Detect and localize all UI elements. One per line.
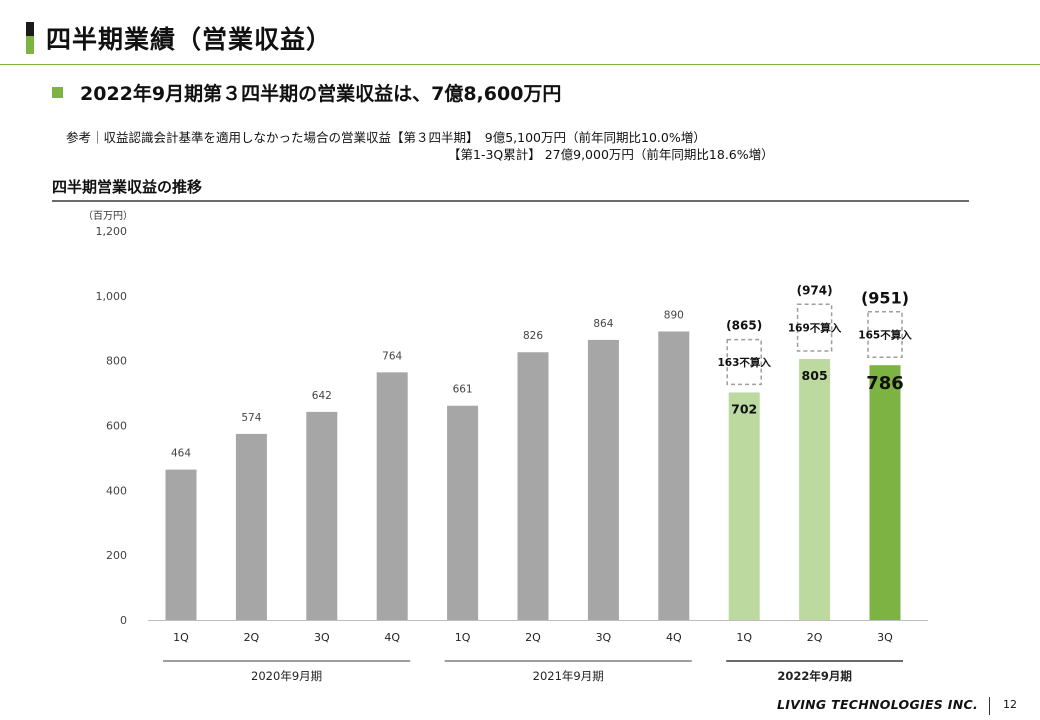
page-title: 四半期業績（営業収益）: [46, 25, 333, 54]
company-logo: LIVING TECHNOLOGIES INC.: [777, 697, 978, 712]
x-tick-label: 3Q: [877, 631, 893, 644]
total-label: (865): [726, 319, 762, 333]
y-tick-label: 800: [106, 355, 127, 368]
data-label: 642: [312, 390, 332, 402]
y-tick-label: 200: [106, 549, 127, 562]
square-bullet-icon: [52, 87, 63, 98]
y-tick-label: 400: [106, 484, 127, 497]
data-label: 864: [593, 318, 613, 330]
unrecognized-label: 163不算入: [717, 356, 771, 369]
x-tick-label: 2Q: [525, 631, 541, 644]
x-tick-label: 4Q: [384, 631, 400, 644]
data-label: 464: [171, 448, 191, 460]
bar: [376, 372, 408, 620]
data-label: 661: [453, 384, 473, 396]
x-tick-label: 3Q: [596, 631, 612, 644]
unrecognized-label: 169不算入: [788, 322, 842, 335]
bar: [306, 411, 338, 620]
x-tick-label: 1Q: [455, 631, 471, 644]
x-tick-label: 4Q: [666, 631, 682, 644]
x-tick-label: 1Q: [173, 631, 189, 644]
data-label: 805: [802, 368, 828, 383]
headline: 2022年9月期第３四半期の営業収益は、7億8,600万円: [80, 83, 562, 105]
bar: [235, 433, 267, 620]
group-label: 2021年9月期: [533, 669, 604, 683]
footer-separator: [989, 697, 990, 715]
title-divider: [0, 64, 1040, 65]
bar: [728, 392, 760, 620]
data-label: 786: [866, 373, 904, 394]
total-label: (974): [797, 283, 833, 297]
data-label: 702: [731, 401, 757, 416]
unrecognized-box: [867, 310, 903, 358]
data-label: 826: [523, 330, 543, 342]
x-tick-label: 3Q: [314, 631, 330, 644]
x-tick-label: 2Q: [807, 631, 823, 644]
bar: [587, 339, 619, 620]
unrecognized-box: [726, 338, 762, 386]
y-tick-label: 600: [106, 420, 127, 433]
page-number: 12: [1003, 698, 1017, 711]
total-label: (951): [861, 289, 909, 308]
title-accent-bar: [26, 22, 34, 54]
bar: [517, 352, 549, 620]
unrecognized-label: 165不算入: [858, 328, 912, 341]
x-tick-label: 1Q: [736, 631, 752, 644]
bar: [658, 331, 690, 620]
unrecognized-box: [796, 303, 833, 352]
x-tick-label: 2Q: [244, 631, 260, 644]
data-label: 574: [241, 412, 261, 424]
data-label: 764: [382, 350, 402, 362]
y-unit-label: （百万円）: [83, 210, 133, 222]
y-tick-label: 1,000: [96, 290, 128, 303]
data-label: 890: [664, 309, 684, 321]
bar: [799, 359, 831, 620]
bar: [165, 469, 197, 620]
reference-note-line1: 参考｜収益認識会計基準を適用しなかった場合の営業収益【第３四半期】 9億5,10…: [66, 130, 706, 145]
group-label: 2022年9月期: [777, 669, 852, 683]
bar: [447, 405, 479, 620]
section-title: 四半期営業収益の推移: [52, 178, 203, 196]
y-tick-label: 1,200: [96, 225, 128, 238]
group-label: 2020年9月期: [251, 669, 322, 683]
reference-note-line2: 【第1-3Q累計】 27億9,000万円（前年同期比18.6%増）: [448, 147, 774, 162]
bar: [869, 365, 901, 620]
y-tick-label: 0: [120, 614, 127, 627]
section-divider: [52, 200, 969, 202]
